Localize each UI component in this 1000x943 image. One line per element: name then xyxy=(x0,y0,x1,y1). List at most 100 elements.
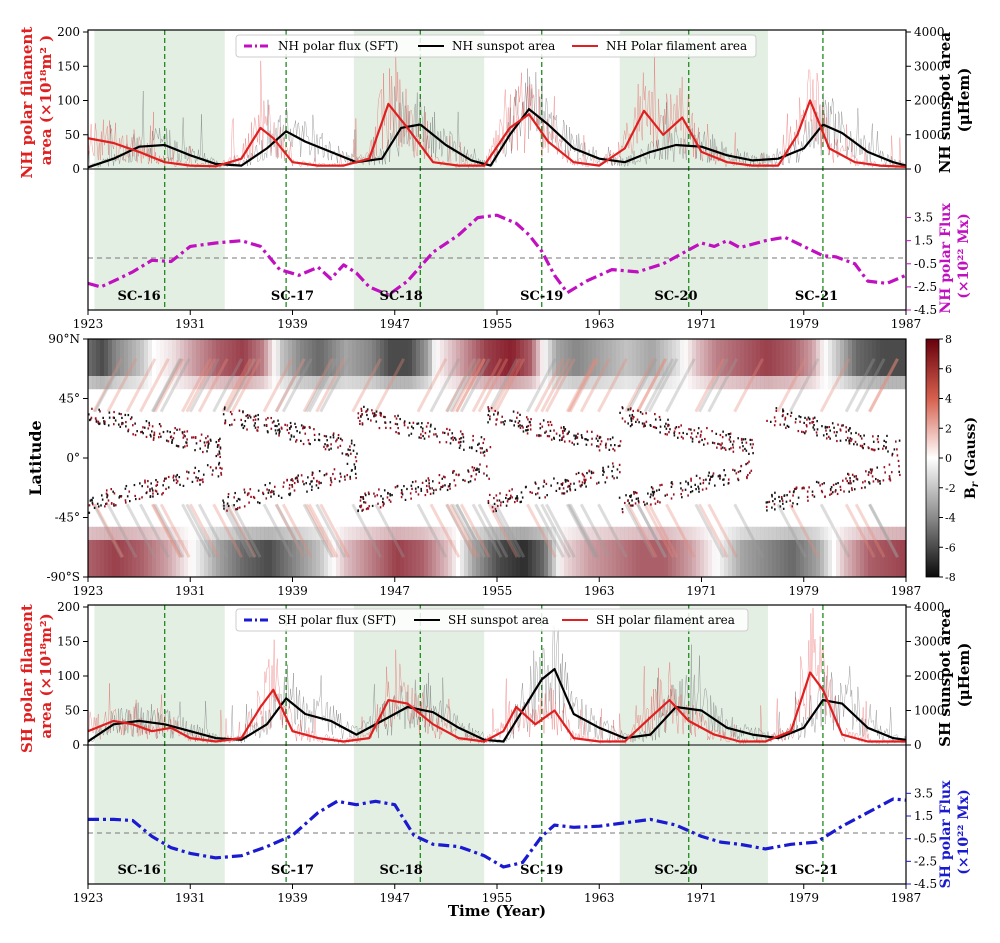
x-tick-label: 1971 xyxy=(686,317,717,331)
active-region-speck xyxy=(363,405,365,408)
north-mid-cell xyxy=(604,376,609,390)
active-region-speck xyxy=(860,486,863,490)
poleward-surge-streak xyxy=(159,503,191,558)
active-region-speck xyxy=(629,495,631,498)
north-polar-cell xyxy=(464,339,469,377)
south-mid-cell xyxy=(640,526,645,540)
south-mid-cell xyxy=(316,526,321,540)
active-region-speck xyxy=(288,493,290,496)
active-region-speck xyxy=(499,504,502,507)
active-region-speck xyxy=(152,438,155,441)
north-mid-cell xyxy=(112,376,117,390)
active-region-speck xyxy=(649,496,652,499)
north-mid-cell xyxy=(708,376,713,390)
active-region-speck xyxy=(527,418,529,421)
cycle-label: SC-21 xyxy=(795,289,838,304)
right-tick-label: 1000 xyxy=(914,704,945,718)
north-polar-cell xyxy=(828,339,833,377)
south-mid-cell xyxy=(768,526,773,540)
south-mid-cell xyxy=(732,526,737,540)
south-mid-cell xyxy=(404,526,409,540)
active-region-speck xyxy=(293,435,295,438)
south-polar-cell xyxy=(680,539,685,577)
active-region-speck xyxy=(702,443,705,446)
active-region-speck xyxy=(175,481,178,485)
north-polar-cell xyxy=(648,339,653,377)
north-mid-cell xyxy=(760,376,765,390)
active-region-speck xyxy=(839,439,842,442)
active-region-speck xyxy=(733,469,736,472)
south-mid-cell xyxy=(764,526,769,540)
active-region-speck xyxy=(485,465,488,468)
active-region-speck xyxy=(172,474,175,477)
active-region-speck xyxy=(721,446,724,449)
active-region-speck xyxy=(114,504,117,507)
active-region-speck xyxy=(282,485,285,488)
north-mid-cell xyxy=(236,376,241,390)
south-polar-cell xyxy=(592,539,597,577)
flux-tick-label: 3.5 xyxy=(914,211,933,225)
active-region-speck xyxy=(519,426,522,430)
north-polar-cell xyxy=(180,339,185,377)
north-polar-cell xyxy=(88,339,93,377)
active-region-speck xyxy=(362,497,365,500)
north-polar-cell xyxy=(524,339,529,377)
active-region-speck xyxy=(553,477,555,480)
active-region-speck xyxy=(281,427,283,430)
active-region-speck xyxy=(102,416,104,419)
active-region-speck xyxy=(91,501,94,504)
north-mid-cell xyxy=(164,376,169,390)
active-region-speck xyxy=(641,412,644,415)
active-region-speck xyxy=(869,468,872,471)
active-region-speck xyxy=(226,502,229,505)
south-polar-cell xyxy=(860,539,865,577)
south-polar-cell xyxy=(288,539,293,577)
south-polar-cell xyxy=(576,539,581,577)
active-region-speck xyxy=(577,471,580,475)
active-region-speck xyxy=(885,447,887,450)
active-region-speck xyxy=(258,501,261,505)
north-mid-cell xyxy=(248,376,253,390)
active-region-speck xyxy=(613,449,616,452)
active-region-speck xyxy=(811,494,814,497)
active-region-speck xyxy=(665,422,667,425)
north-mid-cell xyxy=(500,376,505,390)
south-mid-cell xyxy=(736,526,741,540)
south-polar-cell xyxy=(756,539,761,577)
active-region-speck xyxy=(289,421,292,425)
active-region-speck xyxy=(290,425,292,428)
north-mid-cell xyxy=(136,376,141,390)
active-region-speck xyxy=(497,504,499,508)
active-region-speck xyxy=(141,485,144,488)
active-region-speck xyxy=(765,501,768,504)
latitude-ylabel: Latitude xyxy=(26,420,45,495)
north-mid-cell xyxy=(888,376,893,390)
north-mid-cell xyxy=(168,376,173,390)
poleward-surge-streak xyxy=(707,503,739,558)
active-region-speck xyxy=(344,478,346,481)
active-region-speck xyxy=(380,495,382,498)
north-polar-cell xyxy=(324,339,329,377)
active-region-speck xyxy=(710,475,712,478)
active-region-speck xyxy=(299,431,301,434)
active-region-speck xyxy=(210,439,212,442)
active-region-speck xyxy=(400,491,403,495)
poleward-surge-streak xyxy=(597,503,628,558)
active-region-speck xyxy=(429,425,432,428)
active-region-speck xyxy=(879,480,881,483)
south-polar-cell xyxy=(656,539,661,577)
nh-flux-ylabel: NH polar Flux (×10²² Mx) xyxy=(938,198,972,313)
active-region-speck xyxy=(516,496,518,499)
north-mid-cell xyxy=(96,376,101,390)
south-mid-cell xyxy=(576,526,581,540)
north-mid-cell xyxy=(344,376,349,390)
active-region-speck xyxy=(720,447,723,450)
active-region-speck xyxy=(347,454,350,457)
active-region-speck xyxy=(218,450,221,453)
active-region-speck xyxy=(110,502,113,505)
south-mid-cell xyxy=(744,526,749,540)
active-region-speck xyxy=(173,479,175,482)
active-region-speck xyxy=(802,486,805,489)
south-polar-cell xyxy=(848,539,853,577)
